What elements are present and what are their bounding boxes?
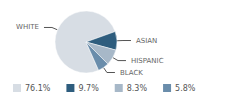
svg-text:9.7%: 9.7% [78,84,99,93]
svg-text:ASIAN: ASIAN [136,37,157,45]
svg-text:BLACK: BLACK [120,69,143,77]
svg-text:76.1%: 76.1% [25,84,51,93]
svg-text:WHITE: WHITE [16,23,39,31]
svg-text:5.8%: 5.8% [175,84,196,93]
svg-text:8.3%: 8.3% [127,84,148,93]
svg-text:HISPANIC: HISPANIC [131,57,164,65]
